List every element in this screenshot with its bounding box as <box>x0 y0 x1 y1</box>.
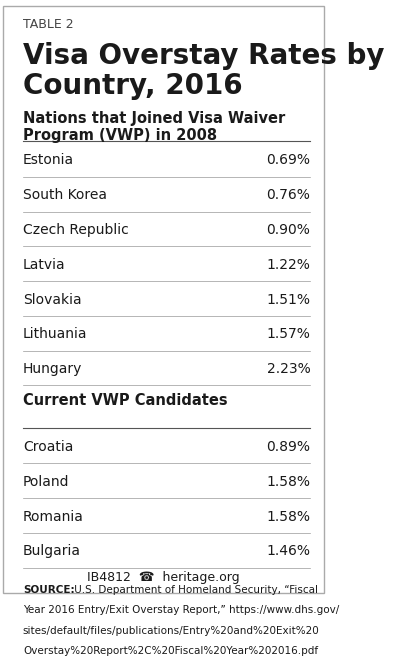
Text: 1.46%: 1.46% <box>266 544 310 558</box>
Text: Hungary: Hungary <box>23 362 82 376</box>
Text: Czech Republic: Czech Republic <box>23 223 129 237</box>
Text: Estonia: Estonia <box>23 153 74 167</box>
Text: Visa Overstay Rates by
Country, 2016: Visa Overstay Rates by Country, 2016 <box>23 42 384 100</box>
Text: IB4812  ☎  heritage.org: IB4812 ☎ heritage.org <box>87 572 240 584</box>
Text: Latvia: Latvia <box>23 257 66 271</box>
Text: Romania: Romania <box>23 510 84 524</box>
Text: 1.51%: 1.51% <box>266 293 310 307</box>
Text: Bulgaria: Bulgaria <box>23 544 81 558</box>
Text: South Korea: South Korea <box>23 188 107 202</box>
Text: 0.90%: 0.90% <box>266 223 310 237</box>
Text: 1.58%: 1.58% <box>266 475 310 489</box>
Text: Croatia: Croatia <box>23 440 73 454</box>
Text: Overstay%20Report%2C%20Fiscal%20Year%202016.pdf: Overstay%20Report%2C%20Fiscal%20Year%202… <box>23 646 318 656</box>
Text: U.S. Department of Homeland Security, “Fiscal: U.S. Department of Homeland Security, “F… <box>71 585 318 595</box>
Text: 1.57%: 1.57% <box>266 327 310 342</box>
Text: 0.76%: 0.76% <box>266 188 310 202</box>
Text: sites/default/files/publications/Entry%20and%20Exit%20: sites/default/files/publications/Entry%2… <box>23 626 320 636</box>
Text: 1.22%: 1.22% <box>266 257 310 271</box>
Text: 2.23%: 2.23% <box>267 362 310 376</box>
Text: Poland: Poland <box>23 475 69 489</box>
Text: SOURCE:: SOURCE: <box>23 585 74 595</box>
Text: 0.69%: 0.69% <box>266 153 310 167</box>
Text: Current VWP Candidates: Current VWP Candidates <box>23 393 228 408</box>
Text: Year 2016 Entry/Exit Overstay Report,” https://www.dhs.gov/: Year 2016 Entry/Exit Overstay Report,” h… <box>23 606 339 616</box>
Text: 1.58%: 1.58% <box>266 510 310 524</box>
Text: Lithuania: Lithuania <box>23 327 87 342</box>
Text: Nations that Joined Visa Waiver
Program (VWP) in 2008: Nations that Joined Visa Waiver Program … <box>23 111 285 143</box>
Text: 0.89%: 0.89% <box>266 440 310 454</box>
Text: Slovakia: Slovakia <box>23 293 82 307</box>
Text: TABLE 2: TABLE 2 <box>23 18 74 31</box>
